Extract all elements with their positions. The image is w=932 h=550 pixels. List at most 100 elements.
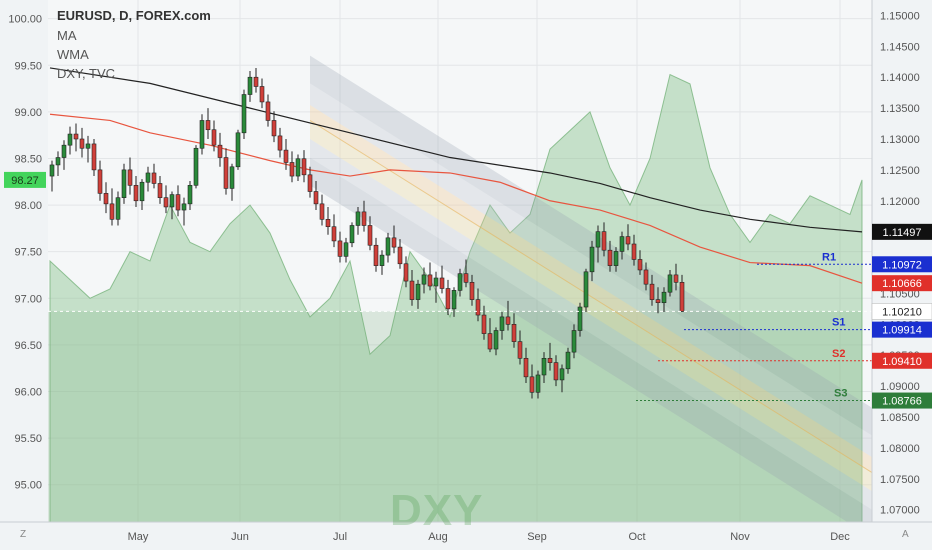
candle — [127, 157, 133, 195]
candle — [565, 347, 571, 374]
left-tick-label: 95.00 — [14, 480, 42, 492]
candle — [589, 240, 595, 282]
candle — [391, 225, 397, 254]
candle — [55, 151, 61, 177]
candle-body — [319, 203, 325, 220]
candle — [469, 274, 475, 306]
left-tick-label: 97.00 — [14, 293, 42, 305]
indicator-dxy-label[interactable]: DXY, TVC — [57, 66, 116, 81]
right-price-badge-text: 1.10666 — [882, 278, 922, 290]
candle — [523, 347, 529, 384]
candle-body — [679, 282, 685, 312]
candle — [133, 176, 139, 207]
candle — [109, 188, 115, 226]
candle-body — [559, 368, 565, 381]
indicator-wma-label[interactable]: WMA — [57, 47, 89, 62]
candle — [493, 327, 499, 356]
symbol-title[interactable]: EURUSD, D, FOREX.com — [57, 8, 211, 23]
candle-body — [535, 374, 541, 393]
candle-body — [193, 147, 199, 186]
right-price-badge-text: 1.08766 — [882, 396, 922, 408]
candle — [529, 364, 535, 399]
candle-body — [403, 263, 409, 282]
candle-body — [553, 362, 559, 381]
candle-body — [607, 249, 613, 266]
candle-body — [331, 226, 337, 242]
left-tick-label: 98.00 — [14, 200, 42, 212]
candle — [217, 132, 223, 167]
candle — [487, 318, 493, 353]
right-price-badge — [871, 303, 932, 320]
month-label: Nov — [730, 531, 750, 543]
candle-body — [655, 299, 661, 303]
candle-body — [253, 76, 259, 87]
candles — [49, 67, 685, 399]
right-price-badge-text: 1.09410 — [882, 356, 922, 368]
candle-body — [313, 191, 319, 205]
right-price-badge — [872, 223, 932, 240]
candle — [619, 231, 625, 260]
candle-body — [343, 242, 349, 257]
candle-body — [229, 166, 235, 189]
right-tick-label: 1.08500 — [880, 412, 920, 424]
candle-body — [361, 211, 367, 226]
candle-body — [439, 277, 445, 289]
candle — [421, 267, 427, 294]
candle — [289, 151, 295, 183]
candle — [295, 154, 301, 182]
candle-body — [595, 231, 601, 248]
candle — [343, 237, 349, 263]
candle-body — [643, 269, 649, 285]
candle-body — [631, 243, 637, 260]
right-price-badge — [872, 392, 932, 409]
month-label: Oct — [628, 531, 645, 543]
right-tick-label: 1.07500 — [880, 474, 920, 486]
candle — [367, 216, 373, 251]
dxy-shade — [48, 311, 862, 522]
candle-body — [187, 185, 193, 205]
candle-body — [103, 193, 109, 205]
candle — [283, 138, 289, 170]
level-label-s2: S2 — [832, 348, 845, 360]
candle-body — [49, 164, 55, 177]
candle-body — [619, 236, 625, 252]
candle-body — [139, 181, 145, 202]
level-label-s3: S3 — [834, 388, 847, 400]
candle — [241, 89, 247, 139]
channel-band — [310, 105, 872, 473]
candle — [253, 67, 259, 93]
plot-area — [48, 0, 872, 522]
candle-body — [379, 254, 385, 266]
zoom-toggle[interactable]: Z — [20, 529, 27, 540]
candle — [103, 182, 109, 214]
candle-body — [463, 273, 469, 283]
left-tick-label: 99.50 — [14, 60, 42, 72]
candle — [601, 222, 607, 257]
candle-body — [163, 197, 169, 208]
candle-body — [475, 299, 481, 316]
dxy-watermark: DXY — [390, 486, 484, 535]
candle — [175, 185, 181, 217]
candle-body — [301, 158, 307, 176]
candle — [445, 279, 451, 316]
series-line-ma — [49, 67, 863, 233]
auto-scale-toggle[interactable]: A — [902, 529, 909, 540]
right-tick-label: 1.14000 — [880, 72, 920, 84]
candle-body — [397, 246, 403, 265]
candle-body — [169, 194, 175, 208]
candle — [73, 123, 79, 152]
candle — [79, 127, 85, 158]
candle-body — [481, 314, 487, 334]
candle-body — [205, 120, 211, 131]
candle-body — [97, 169, 103, 194]
candle-body — [115, 197, 121, 220]
right-axis: 1.15000 1.14500 1.14000 1.13500 1.13000 1.125… — [871, 0, 932, 522]
candle-body — [55, 157, 61, 166]
candle — [355, 206, 361, 235]
candle — [637, 250, 643, 275]
candle-body — [289, 162, 295, 177]
indicator-ma-label[interactable]: MA — [57, 28, 77, 43]
candle-body — [409, 280, 415, 300]
candle-body — [127, 169, 133, 186]
